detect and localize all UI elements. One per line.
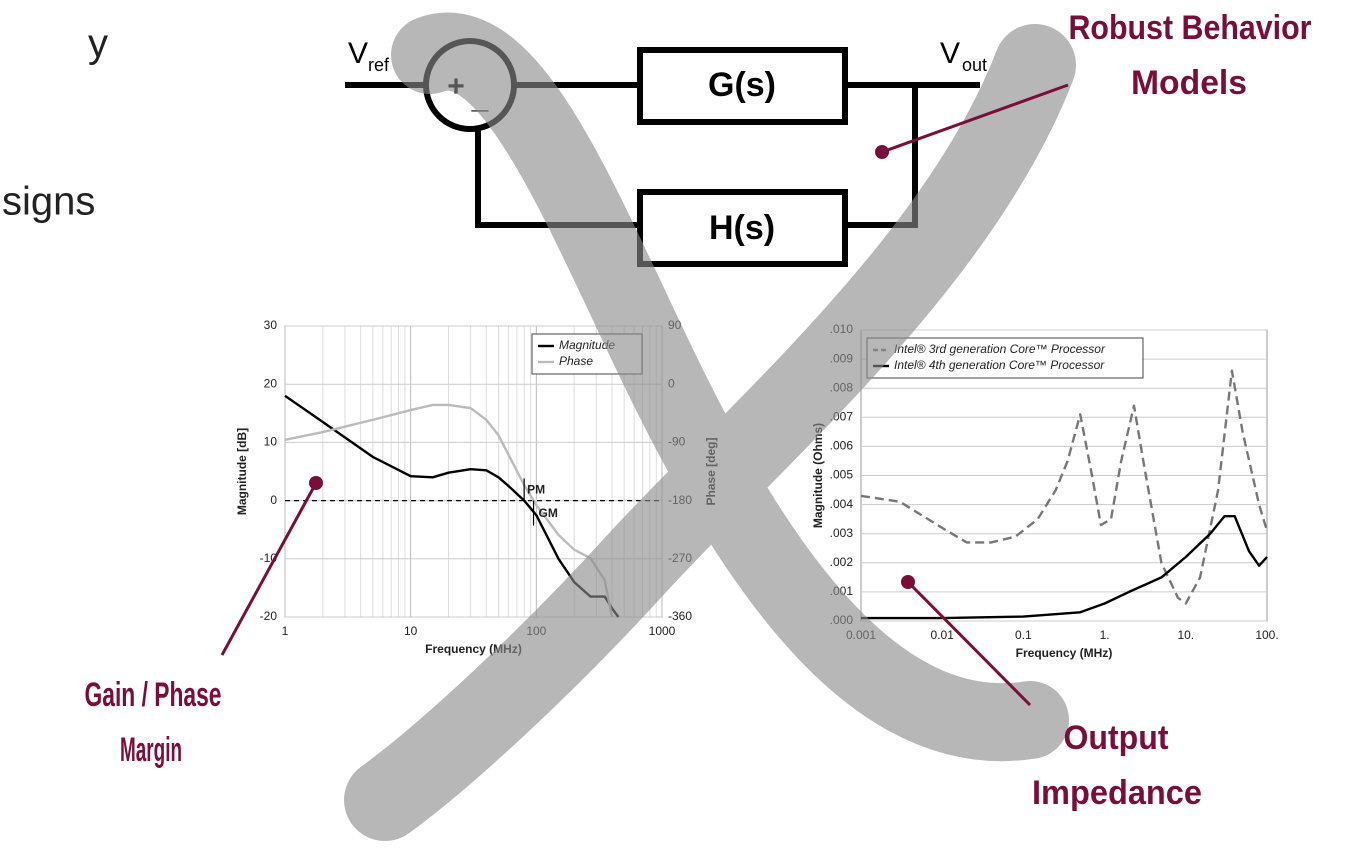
x-axis-label: Frequency (MHz) — [1016, 646, 1113, 660]
x-tick-label: 0.01 — [931, 628, 955, 642]
signal-subscript: ref — [368, 55, 390, 75]
x-tick-label: 10. — [1177, 628, 1194, 642]
signal-label: V — [348, 37, 368, 70]
pointer-dot — [875, 145, 889, 159]
y2-tick-label: -360 — [668, 609, 692, 623]
y-tick-label: 30 — [264, 318, 278, 332]
slide: y signs V ref V out + _ G(s) H(s) 110100… — [0, 0, 1348, 848]
y-tick-label: .003 — [830, 526, 854, 540]
y-tick-label: 10 — [264, 435, 278, 449]
y-tick-label: 20 — [264, 376, 278, 390]
y-tick-label: .005 — [830, 468, 854, 482]
legend-label: Phase — [559, 354, 593, 368]
y-tick-label: -20 — [260, 609, 278, 623]
annotation: PM — [527, 482, 545, 496]
signal-subscript: out — [962, 55, 987, 75]
callout-text: Margin — [120, 731, 182, 769]
callout-text: Output — [1064, 719, 1169, 757]
y-tick-label: .002 — [830, 555, 854, 569]
pointer-dot — [901, 575, 915, 589]
x-tick-label: 0.1 — [1015, 628, 1032, 642]
legend-label: Intel® 4th generation Core™ Processor — [894, 358, 1105, 372]
x-tick-label: 10 — [404, 624, 418, 638]
callout-text: Models — [1131, 64, 1247, 102]
x-tick-label: 100. — [1255, 628, 1278, 642]
x-tick-label: 1000 — [649, 624, 676, 638]
x-tick-label: 1 — [282, 624, 289, 638]
y-tick-label: 0 — [270, 493, 277, 507]
y-axis-label: Magnitude [dB] — [235, 428, 249, 515]
y-tick-label: .006 — [830, 439, 854, 453]
callout-text: Robust Behavior — [1069, 9, 1312, 47]
y-tick-label: .004 — [830, 497, 854, 511]
slide-text: signs — [2, 180, 95, 224]
slide-text: y — [88, 22, 108, 66]
signal-label: V — [940, 37, 960, 70]
pointer-dot — [309, 476, 323, 490]
callout-text: Gain / Phase — [85, 676, 222, 714]
callout-text: Impedance — [1032, 774, 1202, 812]
x-tick-label: 1. — [1100, 628, 1110, 642]
block-label: G(s) — [708, 66, 776, 104]
block-label: H(s) — [709, 209, 775, 247]
legend-label: Intel® 3rd generation Core™ Processor — [894, 342, 1106, 356]
annotation: GM — [539, 506, 558, 520]
